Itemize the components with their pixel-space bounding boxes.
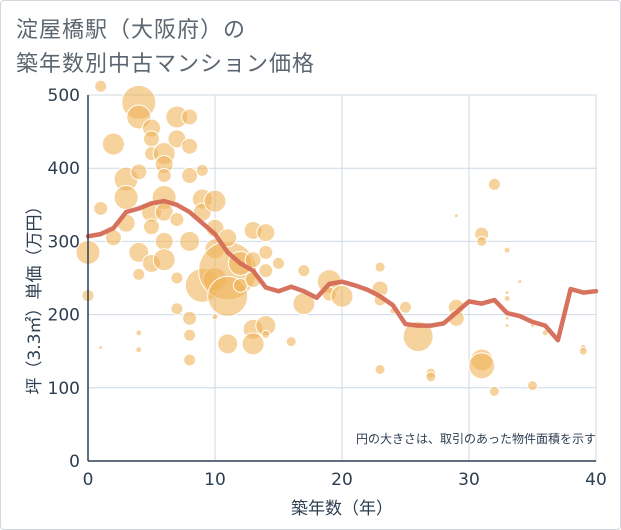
bubble-point <box>241 332 265 356</box>
bubble-point <box>98 345 104 351</box>
bubble-point <box>297 264 311 278</box>
chart-title: 淀屋橋駅（大阪府）の 築年数別中古マンション価格 <box>16 14 315 82</box>
bubble-point <box>578 346 588 356</box>
bubble-point <box>169 211 185 227</box>
y-axis-label: 坪（3.3㎡）単価（万円） <box>25 197 45 394</box>
bubble-point <box>272 256 285 270</box>
bubble-point <box>132 267 146 281</box>
y-tick-label: 200 <box>48 306 80 326</box>
bubble-point <box>399 300 412 314</box>
bubble-point <box>143 218 160 236</box>
bubble-point <box>503 246 511 254</box>
bubble-point <box>93 200 109 216</box>
bubble-point <box>402 321 434 353</box>
bubble-point <box>468 352 496 380</box>
bubble-point <box>488 385 500 397</box>
bubble-point <box>527 380 538 392</box>
bubble-point <box>374 261 386 273</box>
bubble-point <box>181 108 199 126</box>
x-tick-label: 40 <box>585 470 607 490</box>
bubble-point <box>94 79 108 93</box>
bubble-point <box>135 346 143 354</box>
y-tick-label: 300 <box>48 232 80 252</box>
bubble-point <box>211 313 219 321</box>
x-tick-label: 10 <box>204 470 226 490</box>
chart-title-line1: 淀屋橋駅（大阪府）の <box>16 18 247 43</box>
bubble-point <box>113 184 139 210</box>
bubble-point <box>541 329 549 337</box>
bubble-point <box>503 294 511 302</box>
y-tick-label: 400 <box>48 159 80 179</box>
x-axis-label: 築年数（年） <box>291 499 393 519</box>
bubble-point <box>217 333 239 355</box>
bubble-point <box>504 290 510 296</box>
bubble-point <box>101 132 125 156</box>
y-tick-label: 100 <box>48 379 80 399</box>
bubble-point <box>261 329 271 339</box>
bubble-point <box>517 279 523 285</box>
chart-title-line2: 築年数別中古マンション価格 <box>16 52 316 77</box>
bubble-point <box>130 163 148 181</box>
bubble-point <box>135 329 143 337</box>
bubble-point <box>183 328 197 342</box>
bubble-point <box>504 315 510 321</box>
bubble-point <box>182 310 198 326</box>
bubble-point <box>425 371 437 383</box>
y-tick-label: 0 <box>69 452 80 472</box>
bubble-point <box>453 213 459 219</box>
bubble-point <box>170 302 184 316</box>
bubble-point <box>203 189 227 213</box>
bubble-point <box>487 177 501 191</box>
bubble-point <box>258 244 274 260</box>
bubble-point <box>330 284 354 308</box>
bubble-point <box>181 137 199 155</box>
bubble-point <box>154 231 174 251</box>
x-tick-label: 20 <box>331 470 353 490</box>
bubble-point <box>128 241 150 263</box>
bubble-point <box>183 353 197 367</box>
bubble-point <box>285 336 297 348</box>
bubble-point <box>476 235 488 247</box>
average-price-line <box>85 198 599 343</box>
bubble-point <box>256 223 276 243</box>
bubble-point <box>181 167 199 185</box>
bubble-point <box>504 323 510 329</box>
axes: 0 100 200 300 400 500 0 10 20 30 40 <box>48 86 607 490</box>
bubble-point <box>170 271 184 285</box>
bubble-size-note: 円の大きさは、取引のあった物件面積を示す <box>356 431 596 446</box>
bubble-point <box>195 163 209 177</box>
bubble-point <box>244 251 262 269</box>
bubble-point <box>374 364 386 375</box>
y-tick-label: 500 <box>48 86 80 106</box>
x-tick-label: 30 <box>458 470 480 490</box>
bubble-point <box>152 248 176 272</box>
bubble-point <box>179 230 201 252</box>
bubble-point <box>156 168 172 184</box>
bubble-point <box>258 263 274 279</box>
x-tick-label: 0 <box>83 470 94 490</box>
trend-line-layer <box>85 198 599 343</box>
